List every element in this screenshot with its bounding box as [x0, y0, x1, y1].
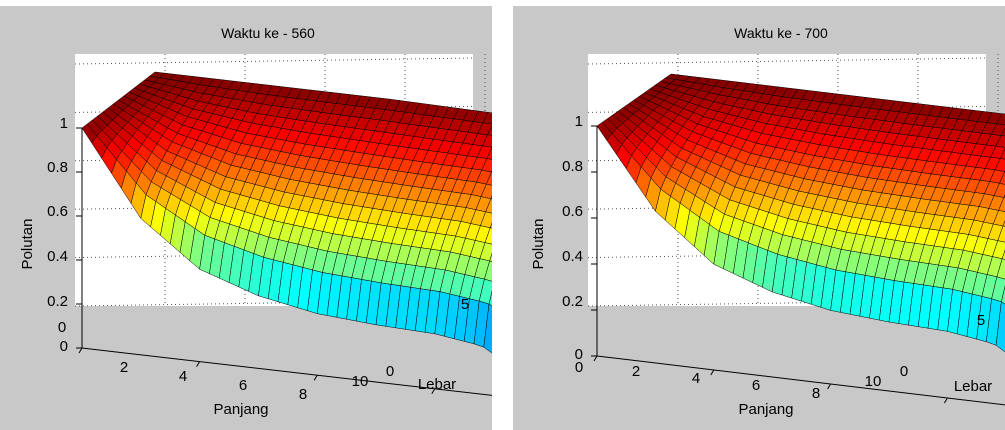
x-tick-label: 0 [575, 359, 583, 376]
z-tick-label: 0 [575, 346, 583, 363]
axis-line [596, 355, 1005, 406]
x-tick [431, 388, 436, 395]
surface-patch [487, 125, 492, 136]
y-axis-label: Lebar [418, 376, 456, 393]
surface-plot-700: Waktu ke - 700 Panjang Lebar Polutan 0 2… [513, 6, 1005, 430]
surface-patch [999, 171, 1005, 185]
z-tick-label: 0.6 [47, 203, 68, 220]
surface-patch [486, 146, 492, 160]
x-tick [710, 369, 715, 376]
y-axis-label: Lebar [954, 378, 992, 395]
axis-line [81, 347, 492, 396]
x-tick-label: 10 [865, 373, 882, 390]
surface-patch [488, 290, 492, 307]
x-tick-label: 8 [299, 386, 307, 403]
surface-patch [995, 301, 1005, 353]
z-tick-label: 1 [575, 113, 583, 130]
y-tick-label: 5 [977, 312, 985, 329]
x-tick-label: 0 [58, 319, 66, 336]
x-tick-label: 6 [239, 377, 247, 394]
z-tick-label: 0.2 [47, 293, 68, 310]
z-tick-label: 0 [60, 338, 68, 355]
x-tick-label: 4 [692, 370, 700, 387]
surface-plot-560: Waktu ke - 560 Panjang Lebar Polutan 0 2… [0, 6, 492, 430]
x-axis-label: Panjang [213, 401, 268, 418]
x-tick [593, 355, 598, 362]
surface-patch [998, 197, 1005, 212]
surface-patch [489, 252, 492, 262]
y-tick-label: 0 [386, 363, 394, 380]
z-tick-label: 0.6 [562, 203, 583, 220]
z-tick-label: 0.8 [47, 159, 68, 176]
surface-patch [483, 303, 492, 354]
z-axis-label: Polutan [530, 219, 547, 270]
x-tick-label: 2 [120, 359, 128, 376]
x-axis-label: Panjang [738, 401, 793, 418]
surface-plot-svg: Waktu ke - 560 Panjang Lebar Polutan 0 2… [19, 25, 492, 418]
chart-title: Waktu ke - 700 [734, 25, 828, 41]
x-tick-label: 2 [632, 363, 640, 380]
x-tick [313, 374, 318, 381]
x-tick [196, 361, 201, 367]
y-tick-label: 0 [900, 363, 908, 380]
x-tick-label: 6 [752, 377, 760, 394]
z-tick-label: 1 [60, 115, 68, 132]
chart-title: Waktu ke - 560 [221, 25, 315, 41]
surface-patch [1001, 249, 1005, 260]
surface-patch [999, 147, 1005, 160]
x-tick [78, 347, 83, 354]
x-tick-label: 8 [812, 385, 820, 402]
surface-patch [490, 195, 492, 200]
z-axis-label: Polutan [19, 219, 36, 270]
surface-patch [485, 198, 492, 214]
surface-patch [485, 171, 492, 186]
x-tick [827, 383, 832, 390]
x-tick [943, 397, 948, 404]
z-tick-label: 0.2 [562, 293, 583, 310]
z-tick-label: 0.4 [47, 248, 68, 265]
surface-patch [489, 222, 492, 229]
x-tick-label: 4 [179, 368, 187, 385]
z-tick-label: 0.8 [562, 158, 583, 175]
y-tick-label: 5 [461, 296, 469, 313]
z-tick-label: 0.4 [562, 248, 583, 265]
x-tick-label: 10 [352, 373, 369, 390]
surface-plot-svg: Waktu ke - 700 Panjang Lebar Polutan 0 2… [530, 25, 1005, 418]
